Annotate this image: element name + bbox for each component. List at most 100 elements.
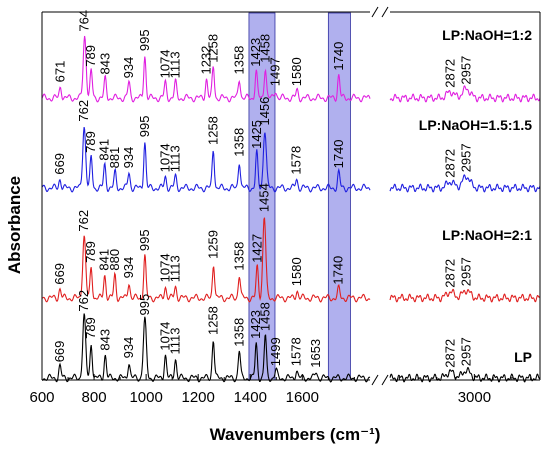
peak-label: 1358 — [231, 128, 246, 157]
axis-break-mark-top-2 — [381, 6, 389, 18]
peak-label: 789 — [83, 317, 98, 339]
series-2-trace-1 — [41, 126, 371, 193]
peak-label: 1425 — [249, 120, 264, 149]
highlight-band-1 — [248, 12, 276, 381]
peak-label: 1578 — [289, 337, 304, 366]
peak-label: 669 — [52, 341, 67, 363]
peak-label: 762 — [76, 290, 91, 312]
peak-label: 762 — [76, 210, 91, 232]
peak-label: 762 — [76, 100, 91, 122]
peak-label: 1499 — [268, 337, 283, 366]
series-3-trace-2 — [389, 288, 541, 303]
peak-label: 934 — [121, 337, 136, 359]
peak-label: 841 — [97, 249, 112, 271]
peak-label: 2957 — [458, 257, 473, 286]
sample-label-2: LP:NaOH=1.5:1.5 — [419, 117, 532, 133]
peak-label: 995 — [137, 229, 152, 251]
peak-label: 1653 — [308, 339, 323, 368]
peak-label: 1113 — [168, 328, 183, 355]
peak-label: 880 — [107, 249, 122, 271]
peak-label: 1232 — [199, 46, 214, 75]
sample-label-3: LP:NaOH=2:1 — [442, 227, 532, 243]
highlight-bands — [248, 12, 351, 381]
peak-label: 1258 — [205, 116, 220, 145]
peak-label: 841 — [97, 139, 112, 161]
peak-label: 1113 — [168, 145, 183, 172]
x-tick-label: 1400 — [234, 389, 267, 406]
peak-label: 1458 — [257, 34, 272, 63]
peak-label: 2872 — [442, 59, 457, 88]
peak-label: 934 — [121, 147, 136, 169]
axis-break-mark-bottom-2 — [381, 374, 389, 386]
peak-label: 2957 — [458, 143, 473, 172]
peak-label: 1358 — [231, 242, 246, 271]
series-4-trace-1 — [41, 313, 371, 383]
peak-label: 1074 — [157, 253, 172, 282]
peak-label: 881 — [107, 147, 122, 169]
series-2-trace-2 — [389, 174, 541, 193]
peak-label: 1258 — [205, 34, 220, 63]
sample-label-4: LP — [514, 349, 532, 365]
axes: 600 800 1000 1200 1400 1600 3000 — [29, 6, 541, 406]
peak-label: 1456 — [257, 97, 272, 126]
sample-labels: LP:NaOH=1:2 LP:NaOH=1.5:1.5 LP:NaOH=2:1 LP — [419, 27, 532, 365]
series-1-trace-2 — [389, 85, 541, 103]
peak-label: 2872 — [442, 339, 457, 368]
axis-break-mark-bottom-1 — [371, 374, 379, 386]
peak-label: 1258 — [205, 306, 220, 335]
peak-label: 995 — [137, 29, 152, 51]
peak-label: 1358 — [231, 46, 246, 75]
series-1 — [41, 35, 541, 103]
x-tick-label: 3000 — [458, 389, 491, 406]
peak-label: 1074 — [157, 143, 172, 172]
peak-label: 934 — [121, 257, 136, 279]
peak-label: 764 — [77, 10, 92, 32]
peak-label: 1497 — [268, 57, 283, 86]
series-3-trace-1 — [41, 217, 371, 303]
peak-label: 1259 — [206, 230, 221, 259]
peak-label: 2872 — [442, 259, 457, 288]
peak-label: 995 — [137, 294, 152, 316]
peak-label: 1740 — [331, 256, 346, 285]
peak-label: 1074 — [157, 322, 172, 351]
series-1-trace-1 — [41, 35, 371, 103]
x-tick-label: 1200 — [182, 389, 215, 406]
peak-label: 789 — [83, 45, 98, 67]
y-axis-title: Absorbance — [5, 176, 24, 274]
x-tick-label: 600 — [29, 389, 54, 406]
peak-label: 2872 — [442, 149, 457, 178]
series-3 — [41, 217, 541, 303]
x-tick-label: 1000 — [129, 389, 162, 406]
peak-label: 843 — [97, 329, 112, 351]
x-tick-label: 800 — [82, 389, 107, 406]
peak-label: 669 — [52, 263, 67, 285]
x-axis-title: Wavenumbers (cm⁻¹) — [210, 425, 381, 444]
x-tick-label: 1600 — [286, 389, 319, 406]
peak-label: 789 — [83, 241, 98, 263]
peak-label: 1578 — [289, 146, 304, 175]
peak-label: 2957 — [458, 56, 473, 85]
peak-label: 1074 — [157, 49, 172, 78]
peak-label: 934 — [121, 57, 136, 79]
spectra-traces — [41, 35, 541, 383]
peak-label: 1458 — [257, 302, 272, 331]
peak-label: 671 — [52, 61, 67, 83]
peak-label: 1423 — [248, 310, 263, 339]
peak-label: 1454 — [256, 183, 271, 212]
peak-label: 1740 — [331, 42, 346, 71]
peak-label: 669 — [52, 153, 67, 175]
peak-label: 995 — [137, 115, 152, 137]
peak-label: 789 — [83, 131, 98, 153]
peak-label: 1427 — [249, 234, 264, 263]
peak-label: 1423 — [248, 38, 263, 67]
peak-label: 1358 — [231, 318, 246, 347]
peak-label: 1580 — [289, 57, 304, 86]
peak-label: 2957 — [458, 337, 473, 366]
axis-break-mark-top-1 — [371, 6, 379, 18]
series-2 — [41, 126, 541, 193]
peak-label: 1580 — [289, 257, 304, 286]
peak-label: 843 — [97, 53, 112, 75]
